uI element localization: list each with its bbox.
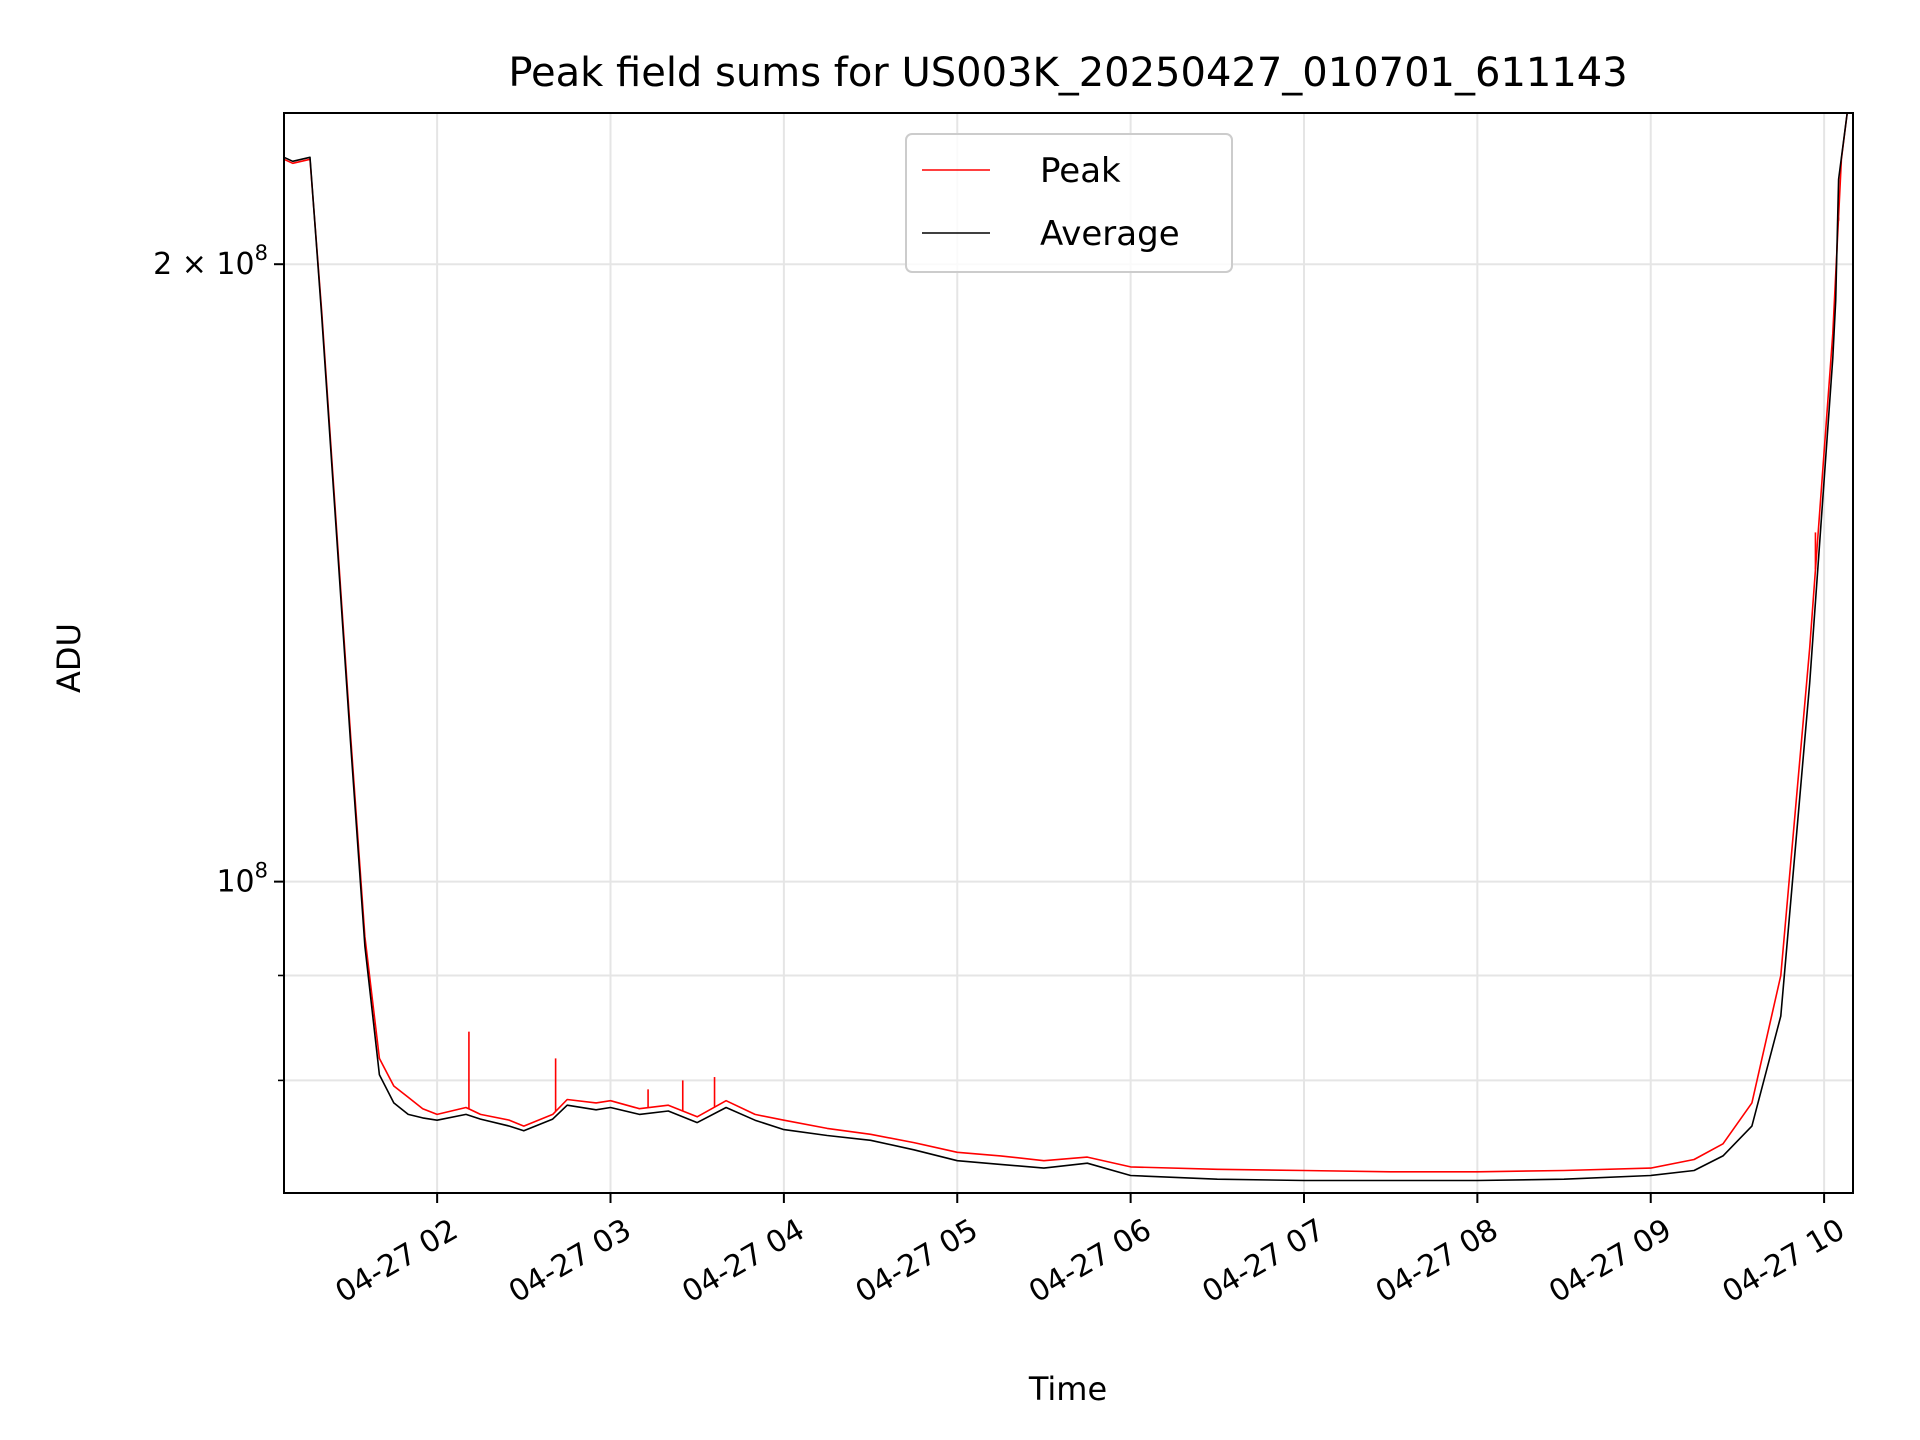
legend-label-average: Average (1040, 214, 1180, 254)
y-axis-label: ADU (50, 623, 88, 693)
legend-box (905, 133, 1233, 273)
axes-frame (283, 112, 1854, 1194)
chart-title: Peak field sums for US003K_20250427_0107… (508, 50, 1627, 96)
legend: Peak Average (905, 133, 1233, 273)
legend-label-peak: Peak (1040, 151, 1121, 191)
y-tick-label: 2 × 108 (153, 241, 268, 282)
x-axis-label: Time (1028, 1370, 1107, 1408)
y-tick-label: 108 (216, 859, 268, 900)
series-line-peak (284, 113, 1848, 1173)
series-line-average (284, 113, 1848, 1182)
